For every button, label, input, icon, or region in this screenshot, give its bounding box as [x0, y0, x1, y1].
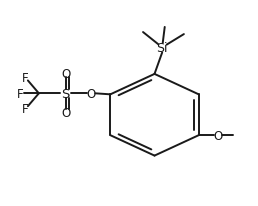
Text: S: S	[61, 87, 70, 100]
Text: Si: Si	[156, 42, 168, 55]
Text: O: O	[61, 107, 70, 120]
Text: F: F	[17, 87, 23, 100]
Text: F: F	[21, 72, 28, 85]
Text: F: F	[21, 103, 28, 116]
Text: O: O	[86, 87, 96, 100]
Text: O: O	[213, 129, 222, 142]
Text: O: O	[61, 68, 70, 81]
